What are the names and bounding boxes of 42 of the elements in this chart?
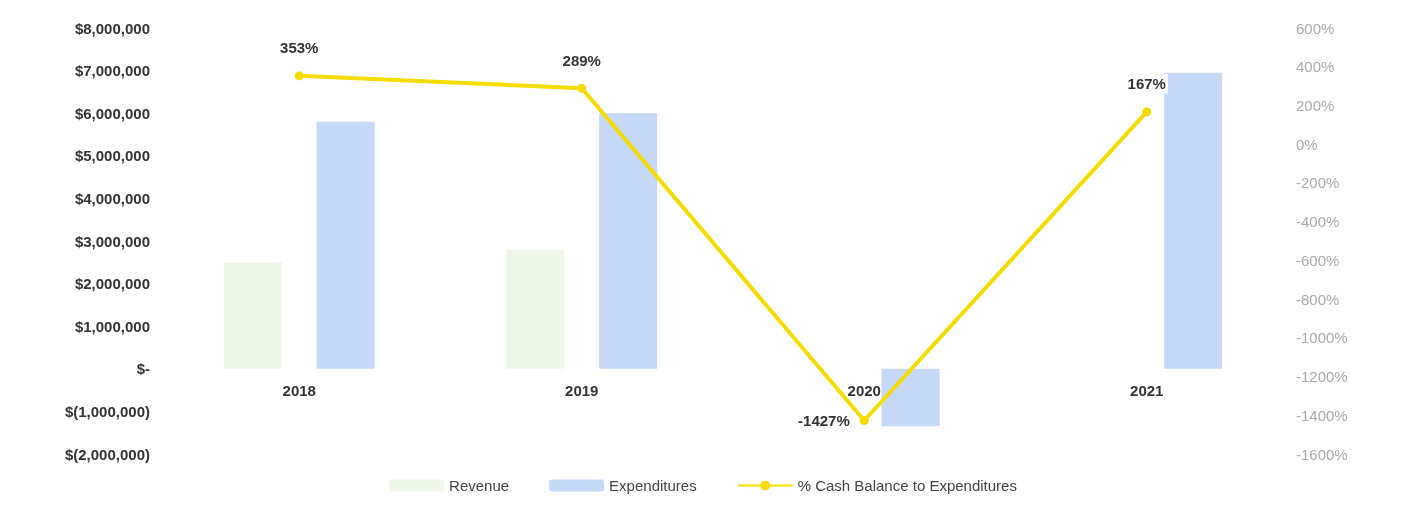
y-tick-label: $5,000,000 [74, 147, 150, 165]
y2-tick-label: 600% [1296, 19, 1335, 37]
bar [1164, 72, 1223, 369]
data-label: 167% [1127, 75, 1166, 93]
y-tick-label: $(2,000,000) [64, 445, 150, 463]
y-tick-label: $2,000,000 [74, 275, 150, 293]
y-tick-label: $3,000,000 [74, 232, 150, 250]
data-label: 289% [562, 51, 601, 69]
y-tick-label: $(1,000,000) [64, 402, 150, 420]
data-label: -1427% [798, 412, 850, 429]
y-tick-label: $1,000,000 [74, 317, 150, 335]
legend-label: Expenditures [609, 477, 697, 494]
point [577, 83, 587, 93]
y2-tick-label: 200% [1296, 96, 1335, 114]
point [1142, 107, 1152, 117]
y2-tick-label: -1000% [1296, 329, 1348, 347]
y-tick-label: $8,000,000 [74, 19, 150, 37]
legend-label: % Cash Balance to Expenditures [797, 477, 1017, 494]
y-tick-label: $6,000,000 [74, 104, 150, 122]
y2-tick-label: 0% [1296, 135, 1318, 153]
y-tick-label: $- [136, 360, 150, 378]
x-tick-label: 2019 [565, 381, 599, 399]
y-tick-label: $4,000,000 [74, 189, 150, 207]
point [859, 416, 869, 425]
y2-tick-label: -1600% [1296, 445, 1348, 463]
data-label: 353% [280, 39, 319, 57]
point [294, 71, 304, 81]
y-tick-label: $7,000,000 [74, 62, 150, 80]
x-tick-label: 2020 [847, 381, 881, 399]
bar [599, 113, 658, 369]
y2-tick-label: -400% [1296, 213, 1340, 231]
x-tick-label: 2021 [1130, 381, 1164, 399]
y2-tick-label: 400% [1296, 58, 1335, 76]
y2-tick-label: -800% [1296, 290, 1340, 308]
y2-tick-label: -200% [1296, 174, 1340, 192]
y2-tick-label: -600% [1296, 251, 1340, 269]
legend-label: Revenue [449, 477, 510, 494]
y2-tick-label: -1400% [1296, 406, 1348, 424]
y2-tick-label: -1200% [1296, 368, 1348, 386]
bar [881, 368, 940, 427]
bar [316, 121, 375, 369]
x-tick-label: 2018 [282, 381, 316, 399]
